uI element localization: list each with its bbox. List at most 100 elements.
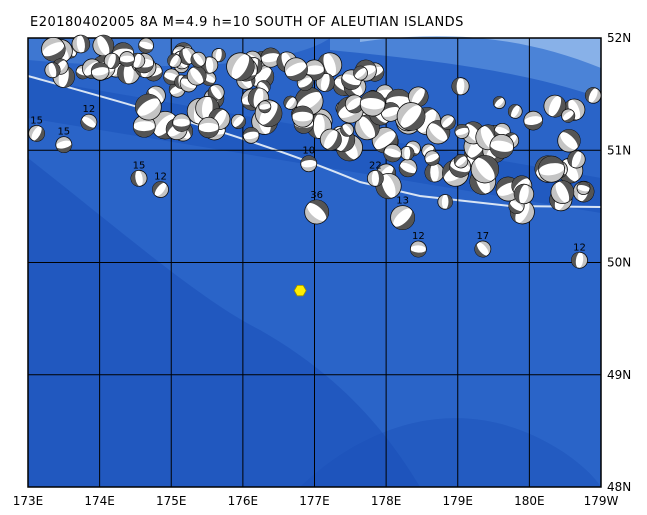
lon-label: 179W [584,494,619,508]
labeled-event [55,136,73,154]
labeled-event [366,169,384,187]
arc-event [550,180,575,204]
arc-event [291,105,314,128]
arc-event [424,162,445,183]
arc-event [584,87,602,104]
depth-label: 36 [310,190,323,201]
arc-event [383,143,402,163]
arc-event [396,102,426,131]
deep-basin [300,418,601,487]
arc-event [41,36,66,62]
arc-event [190,51,207,68]
map-title: E20180402005 8A M=4.9 h=10 SOUTH OF ALEU… [30,15,464,30]
arc-event [186,65,207,86]
depth-label: 12 [83,104,96,115]
map-frame [27,37,602,488]
lon-label: 174E [84,494,115,508]
lat-label: 49N [607,368,631,382]
axis-labels: 173E 174E 175E 176E 177E 178E 179E 180E 179W 52N 5… [13,31,632,508]
arc-event [453,154,469,169]
arc-event [454,124,470,139]
arc-event [90,62,110,81]
labeled-event [28,125,45,142]
depth-label: 15 [30,115,43,126]
arc-event [561,108,576,123]
lat-label: 50N [607,256,631,270]
arc-event [437,194,453,210]
trench-axis [27,75,602,208]
arc-event [319,128,342,151]
depth-label: 22 [369,160,382,171]
labeled-event [304,199,330,225]
labeled-event [300,155,318,173]
arc-event [523,110,543,131]
arc-event [507,104,523,119]
lat-label: 51N [607,143,631,157]
depth-label: 12 [412,231,425,242]
arc-event [557,129,581,153]
arc-event [103,52,120,69]
labeled-event [571,251,588,269]
arc-event [424,150,440,166]
arc-event [359,90,386,117]
arc-event [172,113,191,132]
labeled-event [474,240,492,258]
arc-event [398,158,418,178]
arc-event [138,37,154,54]
arc-event [451,77,470,96]
arc-event [167,53,182,68]
lon-label: 178E [371,494,402,508]
arc-event [226,52,255,81]
lon-label: 180E [514,494,545,508]
labeled-event [152,181,169,198]
shelf [360,36,601,68]
lon-label: 173E [13,494,44,508]
lon-label: 176E [228,494,259,508]
arc-event [492,96,506,109]
labeled-event [130,169,148,187]
epicenter-marker [293,284,307,297]
arc-event [242,127,260,144]
lon-label: 175E [156,494,187,508]
arc-event [340,122,355,137]
arc-event [344,94,364,114]
arc-event [284,57,308,82]
arc-event [258,100,272,114]
arc-event [92,34,115,57]
arc-event [198,116,220,139]
arc-event [567,150,586,169]
lat-label: 48N [607,480,631,494]
arc-event [119,51,135,67]
shelf-slope [330,38,601,98]
depth-label: 12 [154,172,167,183]
epicenter-hexagon [293,284,307,297]
depth-label: 17 [476,231,489,242]
arc-event [71,34,91,54]
arc-event [513,183,535,205]
arc-event [440,114,456,130]
arc-event [470,155,500,184]
arc-event [538,155,565,183]
trench-line [27,75,602,208]
arc-event [576,181,591,196]
depth-label: 15 [133,160,146,171]
labeled-event [409,240,427,258]
arc-event [44,62,61,79]
focal-mechanisms [28,34,602,269]
abyssal-plain [28,158,420,487]
arc-event [489,134,515,159]
labeled-event [390,205,415,231]
depth-label: 12 [573,242,586,253]
depth-label: 13 [396,196,409,207]
arc-event [400,145,415,161]
depth-labels: 15 15 12 15 12 10 36 22 13 12 17 12 [30,104,586,253]
arc-event [135,93,162,121]
arc-event [230,113,246,129]
depth-label: 15 [57,127,70,138]
arc-event [380,102,401,122]
arc-event [353,65,368,81]
lat-label: 52N [607,31,631,45]
depth-label: 10 [302,146,315,157]
lon-label: 177E [299,494,330,508]
